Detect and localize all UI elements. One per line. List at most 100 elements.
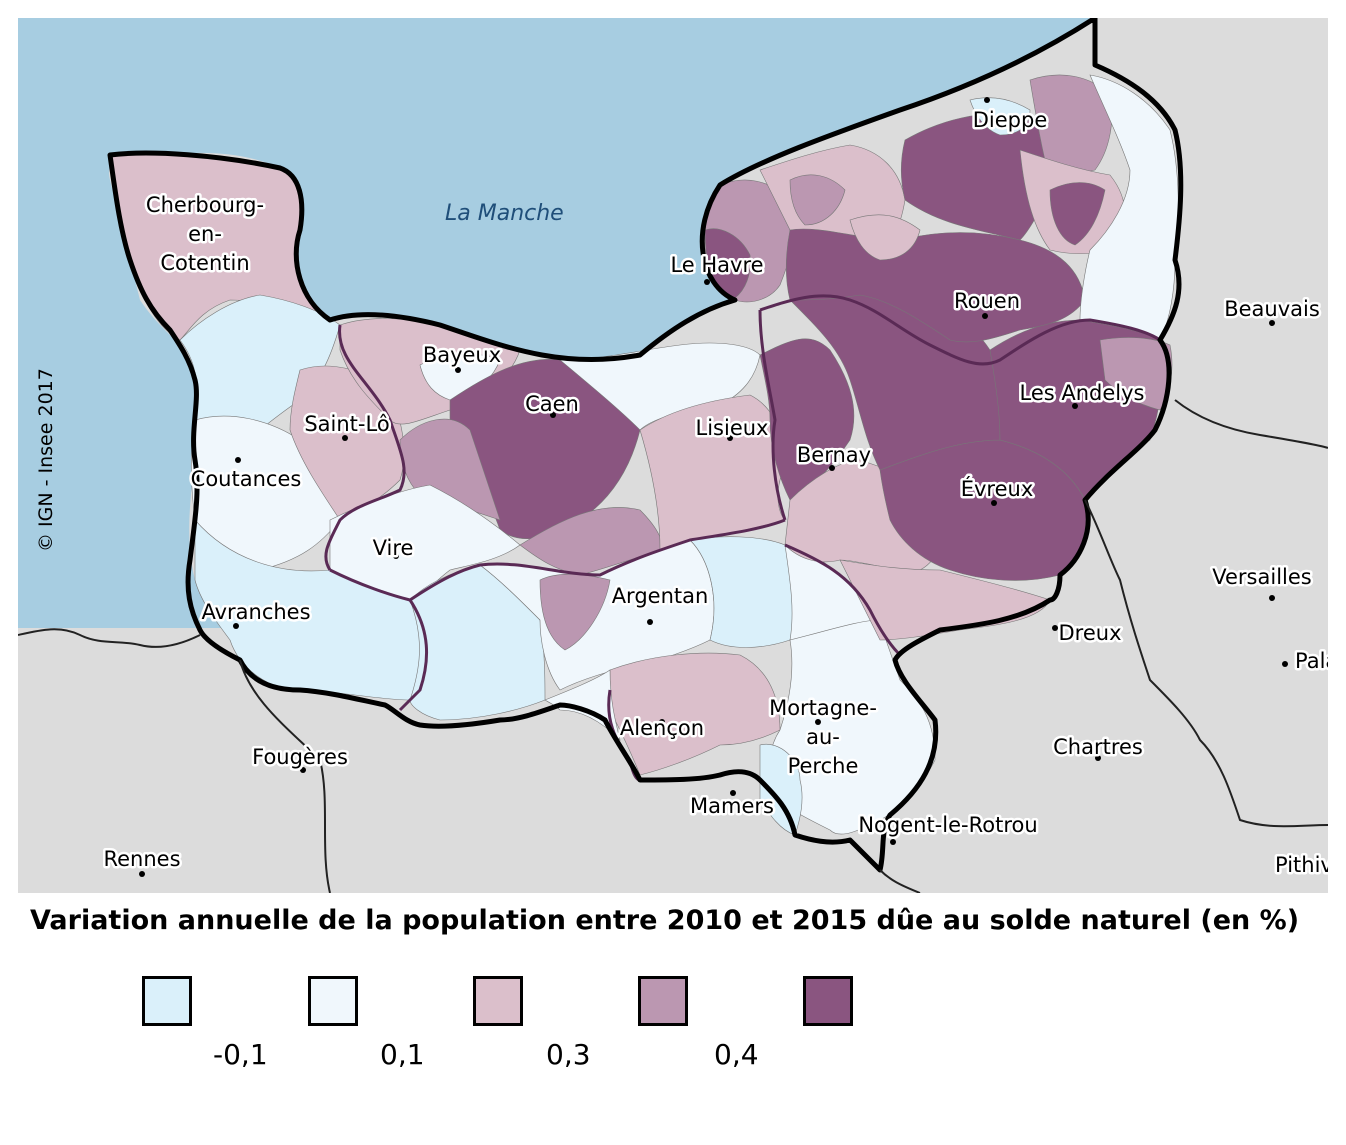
city: Coutances [188,457,304,494]
zone-yvetot [789,174,846,226]
city-label: Cherbourg-en-Cotentin [146,193,264,275]
city-label: Bayeux [423,343,501,367]
city-label: Fougères [252,745,348,769]
city-label: Mamers [690,794,774,818]
city: Rouen [951,287,1023,319]
legend-threshold-label: 0,3 [546,1038,591,1071]
choropleth-map: La Manche © IGN - Insee 2017 Cherbourg-e… [18,18,1328,893]
legend-swatch [308,976,358,1026]
city-dot-icon [1269,320,1275,326]
city-label: Dieppe [973,108,1048,132]
city-label: Avranches [201,600,310,624]
city: Mamers [688,790,776,821]
zone-pays-auge-coast [559,342,761,431]
zone-aumale [1049,182,1106,246]
city-label: Le Havre [670,253,763,277]
city-dot-icon [455,367,461,373]
city: Vire [370,534,416,563]
department-border-eure-orne [784,543,902,657]
city: Évreux [958,474,1036,506]
city-dot-icon [1282,661,1288,667]
city: Le Havre [668,251,766,285]
map-frame: La Manche © IGN - Insee 2017 Cherbourg-e… [18,18,1328,893]
legend-title: Variation annuelle de la population entr… [30,905,1300,936]
city: Bayeux [420,341,504,373]
city: Dreux [1052,619,1124,648]
city: Versailles [1210,563,1314,601]
city: Pithiviers [1273,851,1329,880]
department-border-manche-orne [398,599,429,712]
city-dot-icon [1072,403,1078,409]
legend-swatch [142,976,192,1026]
city: Bernay [794,441,874,471]
legend-threshold-label: -0,1 [213,1038,268,1071]
border-bretagne [239,659,331,893]
city-dot-icon [235,457,241,463]
normandy-zones [109,74,1179,836]
city-label: Coutances [191,467,302,491]
city-dot-icon [342,435,348,441]
department-border-eure-seine-maritime [759,294,1161,366]
zone-rouen-center [849,214,921,261]
city: Beauvais [1222,295,1322,326]
city-dot-icon [890,839,896,845]
city-dot-icon [991,500,997,506]
legend-swatch [638,976,688,1026]
city-dot-icon [1095,755,1101,761]
city: Nogent-le-Rotrou [856,811,1040,845]
city-dot-icon [829,465,835,471]
zone-rouen [785,228,1086,343]
city-label: Évreux [961,476,1034,501]
city: Avranches [199,598,313,629]
city-dot-icon [982,313,988,319]
zone-perche-south [759,743,803,836]
city-dot-icon [647,619,653,625]
border-sarthe [18,628,201,648]
border-south [879,869,921,893]
city-label: Caen [525,392,579,416]
city: Chartres [1051,733,1146,762]
city-label: Beauvais [1224,297,1320,321]
credit-text: © IGN - Insee 2017 [35,368,57,552]
city-label: Palaiseau [1295,649,1328,673]
department-border-calvados-manche [324,324,406,571]
city: Palaiseau [1282,647,1328,676]
city: Alençon [617,714,706,743]
city-dot-icon [300,767,306,773]
city-dot-icon [1052,625,1058,631]
city-dot-icon [659,719,665,725]
city-dot-icon [1269,595,1275,601]
zone-alencon [609,652,781,776]
city-dot-icon [233,623,239,629]
legend-threshold-label: 0,4 [714,1038,759,1071]
city-label: Saint-Lô [304,412,389,436]
department-borders [324,294,1161,782]
zone-dieppe-east [1029,74,1113,173]
border-ile-de-france [1084,499,1328,828]
city-dot-icon [393,553,399,559]
neighbour-borders [18,399,1328,893]
city-label: Pithiviers [1275,853,1328,877]
city: Caen [523,390,582,419]
city-label: Rennes [103,847,180,871]
city-label: Versailles [1212,565,1311,589]
city: Rennes [101,845,183,877]
city-dot-icon [815,719,821,725]
city-label: Alençon [620,716,704,740]
city-dot-icon [730,790,736,796]
city: Mortagne-au-Perche [767,694,880,781]
city: Dieppe [970,97,1050,135]
normandy-region-outline [107,18,1184,873]
department-border-calvados-eure [758,309,787,521]
legend-swatch [473,976,523,1026]
city-label: Mortagne-au-Perche [769,696,877,778]
border-oise [1174,399,1328,449]
city-label: Vire [373,536,414,560]
legend-threshold-label: 0,1 [380,1038,425,1071]
city-label: Bernay [797,443,871,467]
city-dot-icon [984,97,990,103]
city-label: Lisieux [696,416,769,440]
cities-layer: Cherbourg-en-Cotentin Dieppe Le Havre Rouen… [101,97,1329,880]
city-label: Rouen [954,289,1020,313]
city: Les Andelys [1017,379,1147,409]
